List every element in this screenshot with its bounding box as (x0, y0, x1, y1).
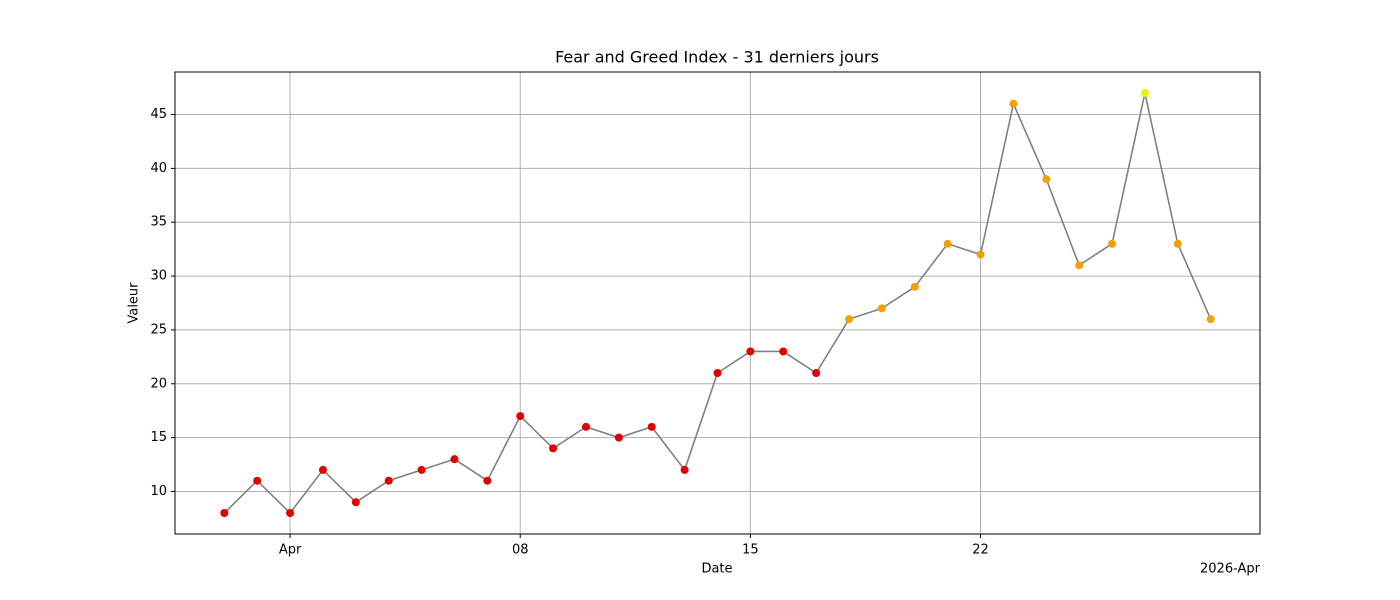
point (220, 509, 229, 517)
y-tick-label: 35 (150, 215, 167, 230)
x-tick-label: 15 (742, 543, 759, 558)
point (614, 433, 623, 442)
point (253, 476, 262, 485)
point (1140, 89, 1149, 97)
point (1042, 175, 1051, 184)
point (549, 444, 558, 453)
point (746, 347, 755, 356)
point (680, 465, 689, 474)
point (483, 476, 492, 485)
point (1075, 261, 1084, 270)
y-tick-label: 15 (150, 430, 167, 445)
point (450, 455, 459, 464)
point (581, 422, 590, 431)
line (223, 92, 1212, 515)
y-tick-label: 20 (150, 376, 167, 391)
chart-title: Fear and Greed Index - 31 derniers jours (555, 48, 879, 67)
y-tick-label: 45 (150, 107, 167, 122)
y-tick-label: 30 (150, 269, 167, 284)
point (1206, 315, 1215, 324)
point (286, 509, 295, 517)
point (1009, 99, 1018, 108)
x-tick-label: 08 (512, 543, 529, 558)
point (812, 369, 821, 377)
point (318, 465, 327, 474)
y-tick-label: 10 (150, 484, 167, 499)
point (910, 282, 919, 291)
y-axis-label: Valeur (127, 282, 142, 324)
point (713, 369, 722, 377)
plot-frame (174, 71, 1261, 535)
point (516, 412, 525, 421)
point (943, 239, 952, 248)
point (845, 315, 854, 324)
point (779, 347, 788, 356)
point (1108, 239, 1117, 248)
point (1173, 239, 1182, 248)
point (351, 498, 360, 507)
point (976, 250, 985, 259)
x-offset-label: 2026-Apr (1200, 562, 1261, 577)
point (384, 476, 393, 485)
point (647, 422, 656, 431)
point (417, 465, 426, 474)
y-tick-label: 40 (150, 161, 167, 176)
y-tick-label: 25 (150, 322, 167, 337)
x-tick-label: 22 (972, 543, 989, 558)
point (877, 304, 886, 313)
x-tick-label: Apr (279, 543, 302, 558)
x-axis-label: Date (701, 562, 732, 577)
